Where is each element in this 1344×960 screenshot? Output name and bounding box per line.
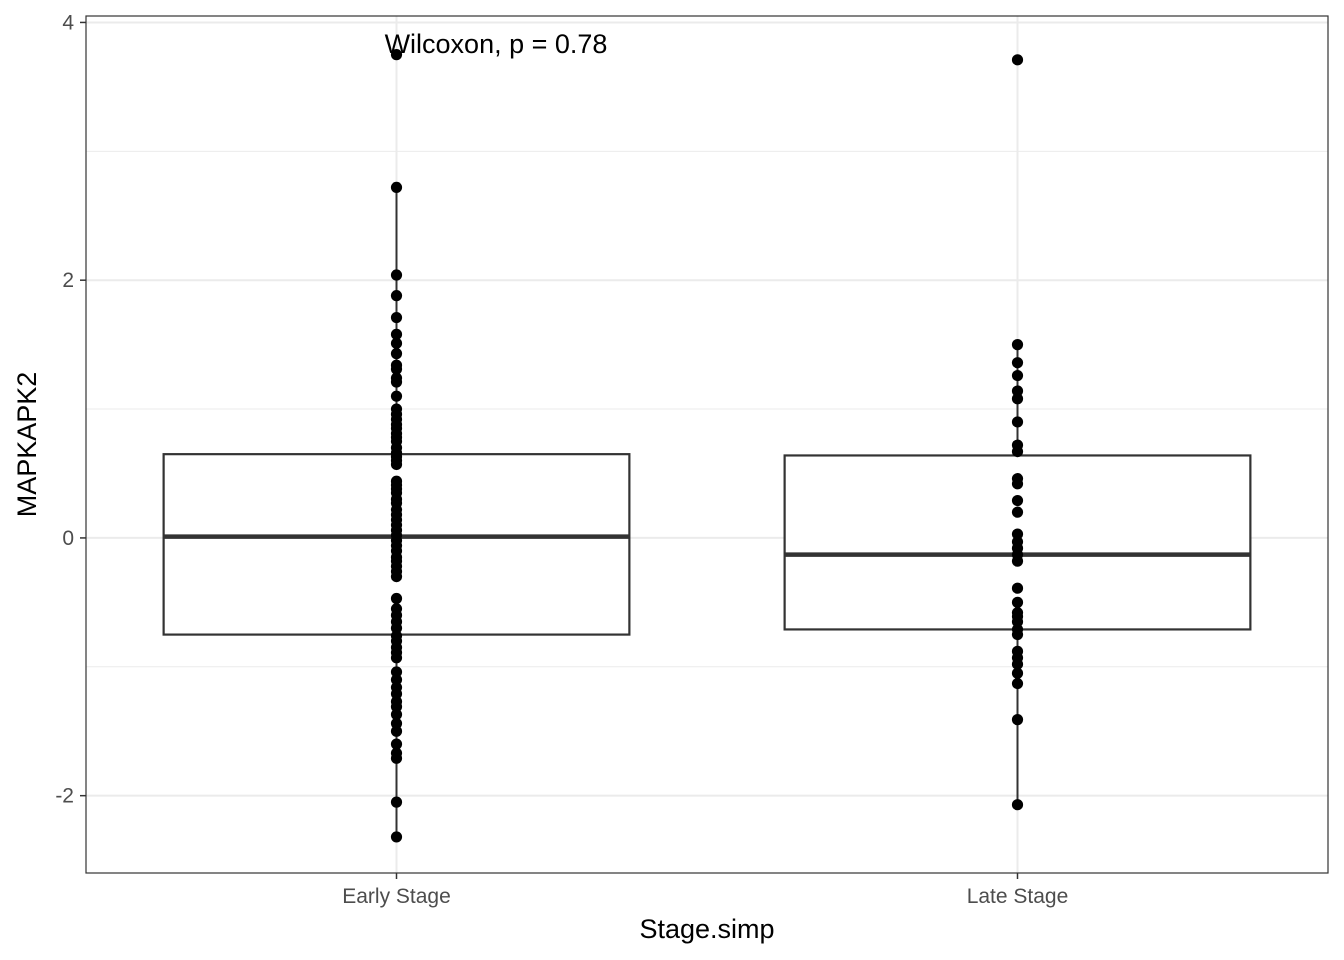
data-point [390,390,403,402]
data-point [1011,582,1024,594]
data-point [390,738,403,750]
data-point [390,701,403,713]
data-point [1011,385,1024,397]
points-layer [390,49,1024,843]
x-axis-title: Stage.simp [639,914,774,944]
data-point [390,49,403,61]
data-point [390,348,403,360]
y-tick-label: 4 [62,11,74,34]
data-point [390,269,403,281]
data-point [1011,393,1024,405]
data-point [390,458,403,471]
wilcoxon-annotation: Wilcoxon, p = 0.78 [385,29,608,59]
panel-border [85,15,1329,874]
x-tick-label: Late Stage [967,885,1069,908]
data-point [390,717,403,730]
x-axis: Early Stage Late Stage [342,873,1068,908]
data-point [1011,799,1024,811]
y-tick-label: -2 [55,785,74,808]
y-tick-label: 2 [62,269,74,292]
data-point [1011,714,1024,726]
data-point [1011,445,1024,458]
data-point [1011,357,1024,369]
data-point [390,311,403,324]
data-point [390,376,403,388]
data-point [390,725,403,737]
data-point [1011,478,1024,490]
data-point [1011,494,1024,507]
x-tick-label: Early Stage [342,885,451,908]
data-point [1011,369,1024,382]
data-point [1011,506,1024,518]
data-point [1011,54,1024,66]
data-point [390,688,403,700]
data-point [390,181,403,193]
data-point [390,796,403,808]
data-point [1011,628,1024,641]
data-point [1011,596,1024,608]
data-point [390,592,403,605]
data-point [390,652,403,664]
data-point [390,752,403,764]
data-point [390,674,403,686]
data-point [390,666,403,678]
data-point [1011,667,1024,679]
grid-lines [86,16,1328,873]
y-axis: -2 0 2 4 [55,11,86,808]
data-point [1011,677,1024,690]
data-point [390,337,403,349]
y-axis-title: MAPKAPK2 [12,372,42,518]
data-point [390,328,403,340]
data-point [390,290,403,302]
data-point [1011,416,1024,428]
data-point [390,622,403,634]
data-point [1011,658,1024,670]
data-point [390,570,403,583]
data-point [1011,616,1024,628]
data-point [1011,339,1024,351]
data-point [390,831,403,843]
data-point [1011,555,1024,567]
data-point [390,363,403,375]
data-point [390,708,403,721]
data-point [1011,528,1024,540]
y-tick-label: 0 [62,527,74,550]
